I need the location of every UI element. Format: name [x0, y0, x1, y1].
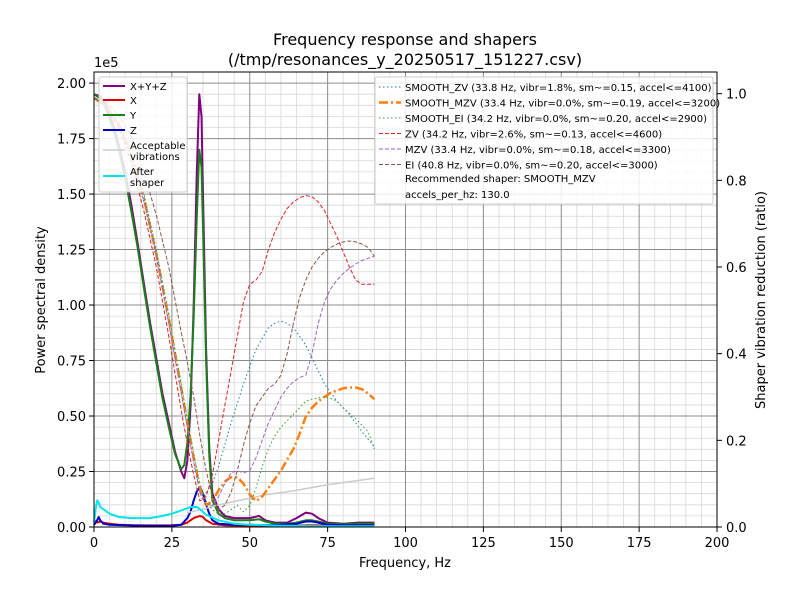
y-right-tick-label: 1.0 — [726, 88, 747, 103]
legend-annotation: Recommended shaper: SMOOTH_MZV — [405, 174, 596, 185]
legend-psd-label: vibrations — [130, 152, 180, 163]
legend-psd-box — [98, 76, 188, 193]
legend-annotation: accels_per_hz: 130.0 — [405, 190, 510, 201]
x-tick-label: 50 — [241, 536, 258, 551]
y-tick-label: 1.25 — [57, 244, 86, 259]
y-right-tick-label: 0.4 — [726, 348, 747, 363]
legend-shaper-label: EI (40.8 Hz, vibr=0.0%, sm~=0.20, accel<… — [405, 161, 658, 172]
chart-subtitle: (/tmp/resonances_y_20250517_151227.csv) — [228, 50, 582, 70]
legend-psd-label: After — [130, 167, 155, 178]
legend-shaper-label: MZV (33.4 Hz, vibr=0.0%, sm~=0.18, accel… — [405, 145, 671, 156]
y-tick-label: 0.75 — [57, 355, 86, 370]
x-axis-label: Frequency, Hz — [359, 556, 451, 571]
legend-psd-label: Y — [129, 111, 137, 122]
legend-psd-label: X — [130, 96, 137, 107]
legend-shaper-label: ZV (34.2 Hz, vibr=2.6%, sm~=0.13, accel<… — [405, 130, 662, 141]
y-tick-label: 1.00 — [57, 299, 86, 314]
x-tick-label: 25 — [164, 536, 181, 551]
y-tick-label: 2.00 — [57, 77, 86, 92]
psd-line-2 — [93, 93, 375, 526]
y-right-tick-label: 0.0 — [726, 521, 747, 536]
y-axis-label: Power spectral density — [34, 226, 49, 374]
y-right-axis-label: Shaper vibration reduction (ratio) — [754, 191, 769, 409]
x-tick-label: 150 — [549, 536, 574, 551]
psd-series-group — [93, 93, 375, 528]
y-tick-label: 0.25 — [57, 466, 86, 481]
legend-shaper-label: SMOOTH_MZV (33.4 Hz, vibr=0.0%, sm~=0.19… — [405, 99, 720, 110]
legend-psd-label: shaper — [130, 178, 165, 189]
shaper-line-4 — [93, 97, 375, 506]
x-tick-label: 175 — [627, 536, 652, 551]
y-right-tick-label: 0.2 — [726, 434, 747, 449]
y-tick-label: 0.00 — [57, 521, 86, 536]
legend-psd-label: Acceptable — [130, 141, 186, 152]
x-tick-label: 100 — [393, 536, 418, 551]
y-tick-label: 1.75 — [57, 133, 86, 148]
shaper-line-5 — [93, 97, 375, 511]
shaper-line-3 — [93, 97, 375, 502]
legend-shaper-label: SMOOTH_ZV (33.8 Hz, vibr=1.8%, sm~=0.15,… — [405, 83, 712, 94]
legend-shapers: SMOOTH_ZV (33.8 Hz, vibr=1.8%, sm~=0.15,… — [374, 76, 720, 205]
legend-shaper-label: SMOOTH_EI (34.2 Hz, vibr=0.0%, sm~=0.20,… — [405, 114, 707, 125]
legend-psd-label: X+Y+Z — [130, 82, 167, 93]
legend-psd-label: Z — [130, 126, 137, 137]
y-tick-label: 0.50 — [57, 410, 86, 425]
psd-line-5 — [93, 499, 375, 528]
axes: 0 25 50 75 100 125 150 175 200 0.00 0.25 0.50 0.75 1.… — [57, 77, 747, 551]
y-exponent-label: 1e5 — [94, 56, 119, 71]
x-tick-label: 75 — [319, 536, 336, 551]
psd-line-4 — [187, 477, 375, 514]
y-right-tick-label: 0.6 — [726, 261, 747, 276]
legend-shapers-box — [374, 76, 714, 205]
y-tick-label: 1.50 — [57, 188, 86, 203]
y-right-tick-label: 0.8 — [726, 174, 747, 189]
chart-title: Frequency response and shapers — [273, 30, 537, 49]
shaper-line-1 — [93, 96, 376, 507]
shaper-line-0 — [93, 97, 375, 502]
x-tick-label: 0 — [90, 536, 98, 551]
shaper-series-group — [93, 96, 376, 515]
x-tick-label: 125 — [471, 536, 496, 551]
x-tick-label: 200 — [705, 536, 730, 551]
